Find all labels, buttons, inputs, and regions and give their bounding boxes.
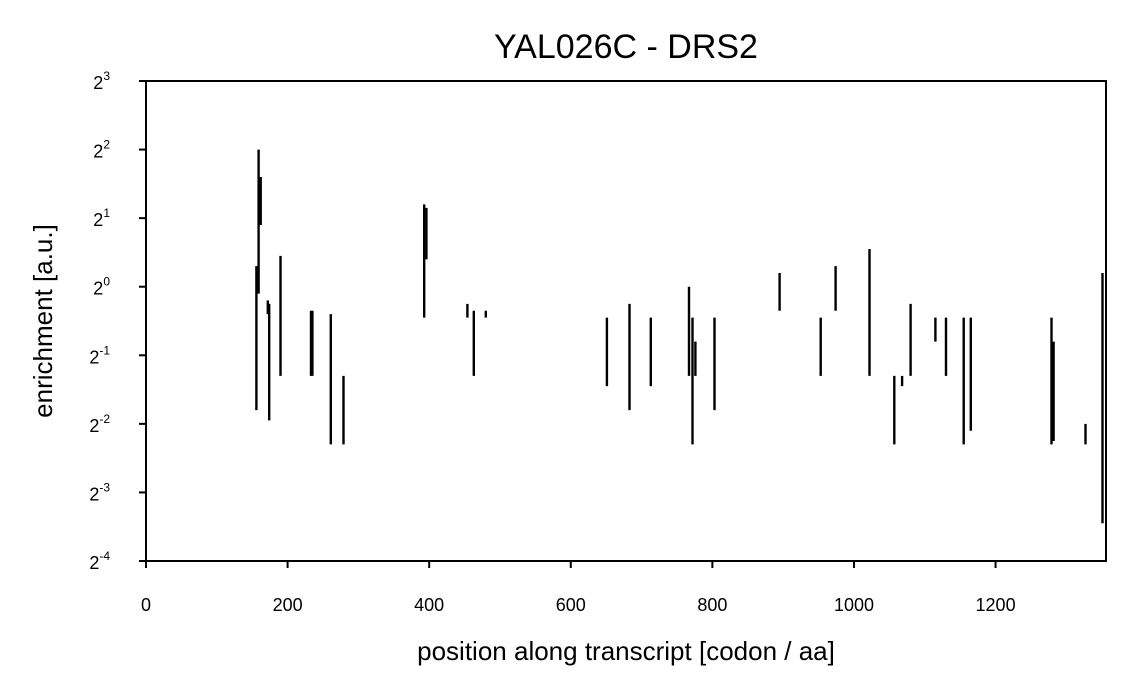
data-series <box>255 149 1104 524</box>
x-tick-label-5: 1000 <box>834 595 874 615</box>
x-tick-label-2: 400 <box>414 595 444 615</box>
x-tick-label-6: 1200 <box>976 595 1016 615</box>
chart-title: YAL026C - DRS2 <box>494 28 758 66</box>
y-tick-label-5: 2-2 <box>89 412 110 436</box>
y-tick-label-1: 22 <box>93 138 110 162</box>
y-tick-label-7: 2-4 <box>89 549 110 573</box>
x-axis-label: position along transcript [codon / aa] <box>417 636 835 666</box>
x-axis: 0 200 400 600 800 1000 1200 <box>141 561 1016 615</box>
x-tick-label-3: 600 <box>556 595 586 615</box>
y-tick-label-3: 20 <box>93 275 110 299</box>
x-tick-label-1: 200 <box>273 595 303 615</box>
plot-frame <box>145 80 1107 562</box>
y-axis: 23 22 21 20 2-1 2-2 2-3 2-4 <box>89 69 146 573</box>
y-tick-label-0: 23 <box>93 69 110 93</box>
y-tick-label-6: 2-3 <box>89 480 110 504</box>
x-tick-label-4: 800 <box>697 595 727 615</box>
x-tick-label-0: 0 <box>141 595 151 615</box>
y-tick-label-2: 21 <box>93 206 110 230</box>
y-tick-label-4: 2-1 <box>89 343 110 367</box>
y-axis-label: enrichment [a.u.] <box>28 224 58 418</box>
